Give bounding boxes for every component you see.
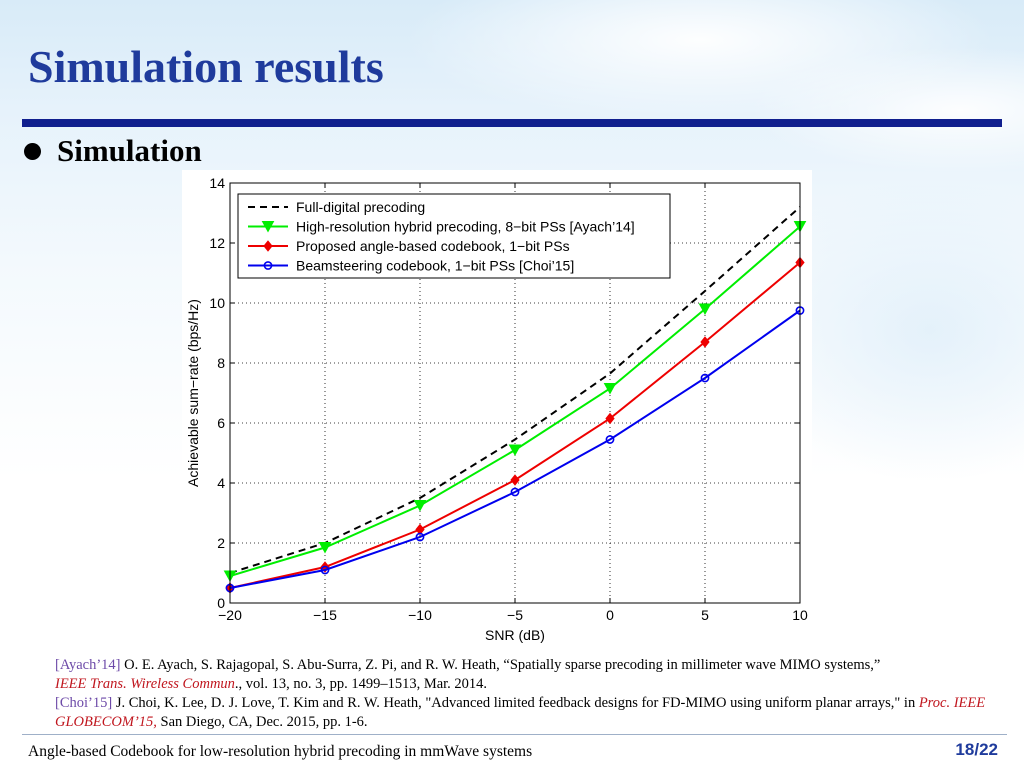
y-tick-label: 4: [217, 475, 225, 491]
data-point-4: [320, 565, 330, 575]
reference-venue: Proc. IEEE GLOBECOM’15,: [55, 695, 986, 730]
y-tick-label: 12: [209, 235, 225, 251]
slide-title: Simulation results: [28, 41, 384, 92]
legend-label-1: Full-digital precoding: [296, 199, 425, 215]
data-point-4: [415, 532, 425, 542]
data-point-2: [603, 383, 617, 395]
legend-marker-3: [263, 240, 273, 252]
x-tick-label: 5: [701, 607, 709, 623]
reference-text: O. E. Ayach, S. Rajagopal, S. Abu-Surra,…: [120, 657, 881, 673]
y-axis-label: Achievable sum−rate (bps/Hz): [185, 299, 201, 487]
x-tick-label: −10: [408, 607, 432, 623]
y-tick-label: 0: [217, 595, 225, 611]
x-tick-label: 0: [606, 607, 614, 623]
reference-text: J. Choi, K. Lee, D. J. Love, T. Kim and …: [112, 695, 919, 711]
x-tick-label: 10: [792, 607, 808, 623]
data-point-4: [700, 373, 710, 383]
reference-tag: [Choi’15]: [55, 695, 113, 711]
page-total: 22: [979, 740, 998, 759]
reference-choi: [Choi’15] J. Choi, K. Lee, D. J. Love, T…: [55, 694, 995, 732]
page-current: 18: [955, 740, 975, 759]
bullet-text: Simulation: [57, 133, 202, 168]
reference-details: San Diego, CA, Dec. 2015, pp. 1-6.: [156, 714, 368, 730]
axis-ticks: −20 −15 −10 −5 0 5 10 0 2 4 6 8 10 12 14: [209, 175, 808, 623]
sum-rate-chart: −20 −15 −10 −5 0 5 10 0 2 4 6 8 10 12 14 SNR (dB) Achi…: [185, 175, 808, 643]
y-tick-label: 8: [217, 355, 225, 371]
data-point-4: [510, 487, 520, 497]
data-point-3: [605, 412, 615, 425]
legend-label-2: High-resolution hybrid precoding, 8−bit …: [296, 219, 635, 235]
title-divider: [22, 119, 1002, 127]
data-point-3: [700, 336, 710, 348]
x-axis-label: SNR (dB): [485, 627, 545, 643]
legend-marker-4: [263, 261, 273, 270]
legend-box: [237, 193, 671, 279]
y-tick-label: 6: [217, 415, 225, 431]
chart-container: −20 −15 −10 −5 0 5 10 0 2 4 6 8 10 12 14 SNR (dB) Achi…: [182, 170, 812, 648]
reference-details: ., vol. 13, no. 3, pp. 1499–1513, Mar. 2…: [234, 676, 488, 692]
footer-text: Angle-based Codebook for low-resolution …: [28, 743, 533, 760]
y-tick-label: 14: [209, 175, 225, 191]
page-separator: /: [974, 740, 980, 759]
page-number: 18/22: [955, 740, 998, 760]
series-line-4: [229, 309, 801, 589]
reference-venue: IEEE Trans. Wireless Commun: [55, 676, 235, 692]
legend: Full-digital precoding High-resolution hy…: [237, 193, 671, 279]
y-tick-label: 2: [217, 535, 225, 551]
data-point-4: [605, 435, 615, 444]
series-layer: [223, 206, 807, 594]
legend-marker-2: [261, 221, 275, 233]
reference-tag: [Ayach’14]: [55, 657, 121, 673]
legend-label-4: Beamsteering codebook, 1−bit PSs [Choi’1…: [296, 258, 574, 274]
y-tick-label: 10: [209, 295, 225, 311]
x-tick-label: −20: [218, 607, 242, 623]
x-tick-label: −5: [507, 607, 523, 623]
data-point-2: [698, 303, 712, 316]
data-point-3: [415, 523, 425, 536]
data-point-2: [508, 444, 522, 457]
data-point-2: [318, 542, 332, 554]
x-tick-label: −15: [313, 607, 337, 623]
legend-label-3: Proposed angle-based codebook, 1−bit PSs: [296, 238, 570, 254]
data-point-2: [413, 500, 427, 512]
data-point-3: [510, 474, 520, 486]
footer-divider: [22, 734, 1007, 735]
references: [Ayach’14] O. E. Ayach, S. Rajagopal, S.…: [55, 656, 995, 732]
reference-ayach: [Ayach’14] O. E. Ayach, S. Rajagopal, S.…: [55, 656, 995, 694]
bullet-icon: [24, 143, 41, 160]
